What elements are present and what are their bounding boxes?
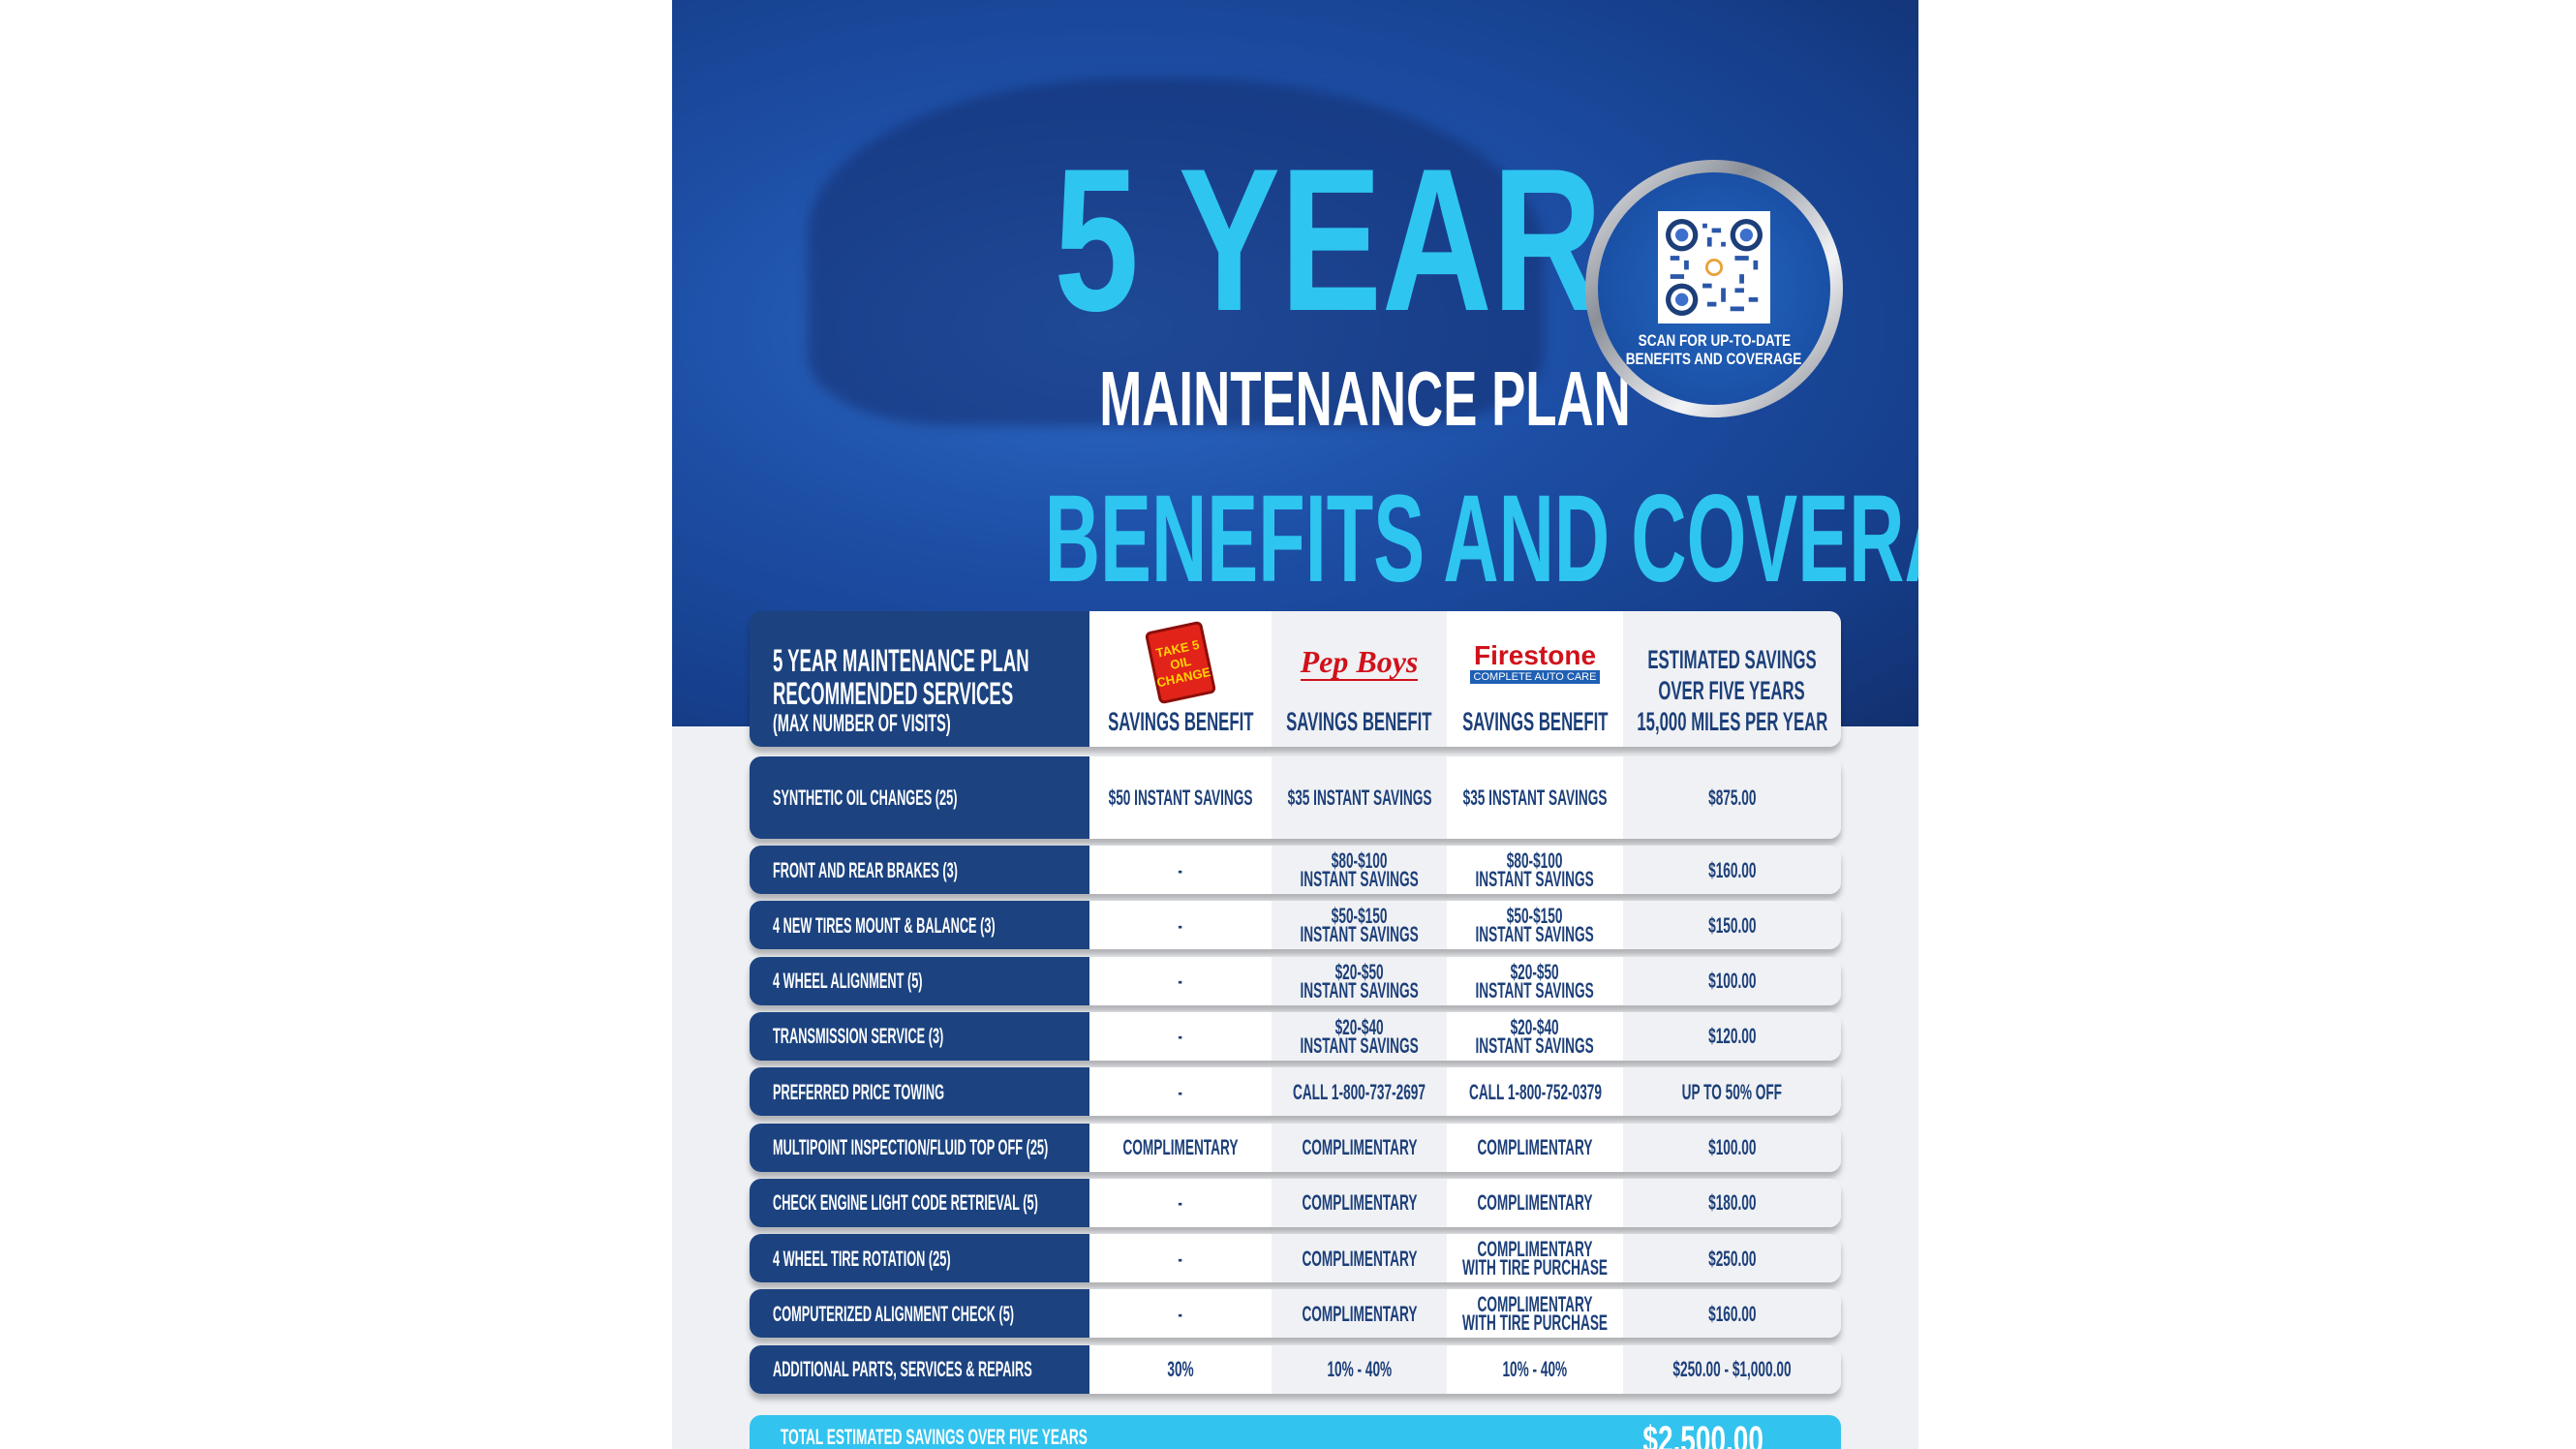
- cell-take5: COMPLIMENTARY: [1089, 1123, 1272, 1172]
- cell-firestone: CALL 1-800-752-0379: [1447, 1067, 1623, 1117]
- cell-estimated: $875.00: [1623, 756, 1841, 839]
- cell-service: SYNTHETIC OIL CHANGES (25): [750, 756, 1089, 839]
- table-row: 4 NEW TIRES MOUNT & BALANCE (3) - $50-$150…: [750, 901, 1841, 950]
- total-value: $2,500.00: [1642, 1419, 1763, 1449]
- total-label: TOTAL ESTIMATED SAVINGS OVER FIVE YEARS: [781, 1425, 1088, 1449]
- cell-take5: -: [1089, 1067, 1272, 1117]
- cell-pepboys: $20-$50 INSTANT SAVINGS: [1272, 956, 1447, 1005]
- cell-pepboys: COMPLIMENTARY: [1272, 1123, 1447, 1172]
- cell-take5: 30%: [1089, 1344, 1272, 1394]
- cell-estimated: $120.00: [1623, 1011, 1841, 1061]
- total-savings-bar: TOTAL ESTIMATED SAVINGS OVER FIVE YEARS …: [750, 1415, 1841, 1449]
- firestone-logo: Firestone COMPLETE AUTO CARE: [1469, 625, 1601, 700]
- cell-take5: -: [1089, 846, 1272, 894]
- cell-estimated: $180.00: [1623, 1178, 1841, 1227]
- cell-service: PREFERRED PRICE TOWING: [750, 1067, 1089, 1117]
- qr-caption: SCAN FOR UP-TO-DATE BENEFITS AND COVERAGE: [1626, 331, 1802, 368]
- qr-code-icon[interactable]: [1658, 211, 1770, 324]
- table-header: 5 YEAR MAINTENANCE PLAN RECOMMENDED SERV…: [750, 611, 1841, 747]
- cell-pepboys: COMPLIMENTARY: [1272, 1234, 1447, 1283]
- cell-service: ADDITIONAL PARTS, SERVICES & REPAIRS: [750, 1344, 1089, 1394]
- cell-take5: -: [1089, 956, 1272, 1005]
- cell-firestone: $35 INSTANT SAVINGS: [1447, 756, 1623, 839]
- cell-take5: $50 INSTANT SAVINGS: [1089, 756, 1272, 839]
- title-5-year: 5 YEAR: [1054, 126, 1603, 354]
- cell-firestone: COMPLIMENTARY WITH TIRE PURCHASE: [1447, 1289, 1623, 1339]
- cell-pepboys: 10% - 40%: [1272, 1344, 1447, 1394]
- table-row: COMPUTERIZED ALIGNMENT CHECK (5) - COMPLIM…: [750, 1289, 1841, 1339]
- hero-banner: 5 YEAR MAINTENANCE PLAN BENEFITS AND COV…: [672, 0, 1918, 726]
- cell-service: MULTIPOINT INSPECTION/FLUID TOP OFF (25): [750, 1123, 1089, 1172]
- header-estimated: ESTIMATED SAVINGS OVER FIVE YEARS 15,000…: [1623, 611, 1841, 747]
- cell-estimated: $160.00: [1623, 846, 1841, 894]
- cell-service: CHECK ENGINE LIGHT CODE RETRIEVAL (5): [750, 1178, 1089, 1227]
- cell-firestone: $20-$50 INSTANT SAVINGS: [1447, 956, 1623, 1005]
- cell-pepboys: $35 INSTANT SAVINGS: [1272, 756, 1447, 839]
- table-row: 4 WHEEL ALIGNMENT (5) - $20-$50 INSTANT SA…: [750, 956, 1841, 1005]
- take5-logo-text: TAKE 5 OIL CHANGE: [1144, 620, 1217, 705]
- cell-estimated: $100.00: [1623, 1123, 1841, 1172]
- cell-service: FRONT AND REAR BRAKES (3): [750, 846, 1089, 894]
- cell-take5: -: [1089, 901, 1272, 950]
- header-firestone: Firestone COMPLETE AUTO CARE SAVINGS BEN…: [1447, 611, 1623, 747]
- cell-pepboys: $50-$150 INSTANT SAVINGS: [1272, 901, 1447, 950]
- table-row: MULTIPOINT INSPECTION/FLUID TOP OFF (25)…: [750, 1123, 1841, 1172]
- cell-service: 4 NEW TIRES MOUNT & BALANCE (3): [750, 901, 1089, 950]
- cell-take5: -: [1089, 1234, 1272, 1283]
- table-row: SYNTHETIC OIL CHANGES (25) $50 INSTANT SA…: [750, 756, 1841, 839]
- header-services: 5 YEAR MAINTENANCE PLAN RECOMMENDED SERV…: [750, 611, 1089, 747]
- cell-service: TRANSMISSION SERVICE (3): [750, 1011, 1089, 1061]
- table-row: PREFERRED PRICE TOWING - CALL 1-800-737-26…: [750, 1067, 1841, 1117]
- cell-estimated: $250.00: [1623, 1234, 1841, 1283]
- cell-estimated: $150.00: [1623, 901, 1841, 950]
- take5-logo: TAKE 5 OIL CHANGE: [1144, 620, 1217, 705]
- title-maintenance-plan: MAINTENANCE PLAN: [1099, 355, 1631, 442]
- cell-estimated: $250.00 - $1,000.00: [1623, 1344, 1841, 1394]
- pepboys-logo: Pep Boys: [1300, 644, 1419, 681]
- cell-pepboys: $20-$40 INSTANT SAVINGS: [1272, 1011, 1447, 1061]
- cell-firestone: $50-$150 INSTANT SAVINGS: [1447, 901, 1623, 950]
- car-background-image: [808, 77, 1544, 426]
- qr-badge[interactable]: SCAN FOR UP-TO-DATE BENEFITS AND COVERAGE: [1585, 160, 1843, 417]
- header-pepboys: Pep Boys SAVINGS BENEFIT: [1272, 611, 1447, 747]
- cell-pepboys: $80-$100 INSTANT SAVINGS: [1272, 846, 1447, 894]
- poster: 5 YEAR MAINTENANCE PLAN BENEFITS AND COV…: [672, 0, 1918, 1449]
- table-row: FRONT AND REAR BRAKES (3) - $80-$100 INSTA…: [750, 846, 1841, 894]
- cell-service: COMPUTERIZED ALIGNMENT CHECK (5): [750, 1289, 1089, 1339]
- cell-firestone: COMPLIMENTARY: [1447, 1123, 1623, 1172]
- cell-pepboys: COMPLIMENTARY: [1272, 1178, 1447, 1227]
- cell-service: 4 WHEEL TIRE ROTATION (25): [750, 1234, 1089, 1283]
- cell-firestone: 10% - 40%: [1447, 1344, 1623, 1394]
- cell-firestone: COMPLIMENTARY: [1447, 1178, 1623, 1227]
- table-row: ADDITIONAL PARTS, SERVICES & REPAIRS 30% 1…: [750, 1344, 1841, 1394]
- cell-estimated: UP TO 50% OFF: [1623, 1067, 1841, 1117]
- cell-take5: -: [1089, 1178, 1272, 1227]
- cell-firestone: $80-$100 INSTANT SAVINGS: [1447, 846, 1623, 894]
- cell-estimated: $160.00: [1623, 1289, 1841, 1339]
- cell-firestone: COMPLIMENTARY WITH TIRE PURCHASE: [1447, 1234, 1623, 1283]
- table-row: CHECK ENGINE LIGHT CODE RETRIEVAL (5) - CO…: [750, 1178, 1841, 1227]
- header-take5: TAKE 5 OIL CHANGE SAVINGS BENEFIT: [1089, 611, 1272, 747]
- cell-pepboys: COMPLIMENTARY: [1272, 1289, 1447, 1339]
- cell-service: 4 WHEEL ALIGNMENT (5): [750, 956, 1089, 1005]
- cell-pepboys: CALL 1-800-737-2697: [1272, 1067, 1447, 1117]
- cell-take5: -: [1089, 1011, 1272, 1061]
- headline-benefits: BENEFITS AND COVERAGE: [1044, 470, 1918, 608]
- table-row: 4 WHEEL TIRE ROTATION (25) - COMPLIMENTARY…: [750, 1234, 1841, 1283]
- cell-estimated: $100.00: [1623, 956, 1841, 1005]
- table-row: TRANSMISSION SERVICE (3) - $20-$40 INSTANT…: [750, 1011, 1841, 1061]
- cell-firestone: $20-$40 INSTANT SAVINGS: [1447, 1011, 1623, 1061]
- cell-take5: -: [1089, 1289, 1272, 1339]
